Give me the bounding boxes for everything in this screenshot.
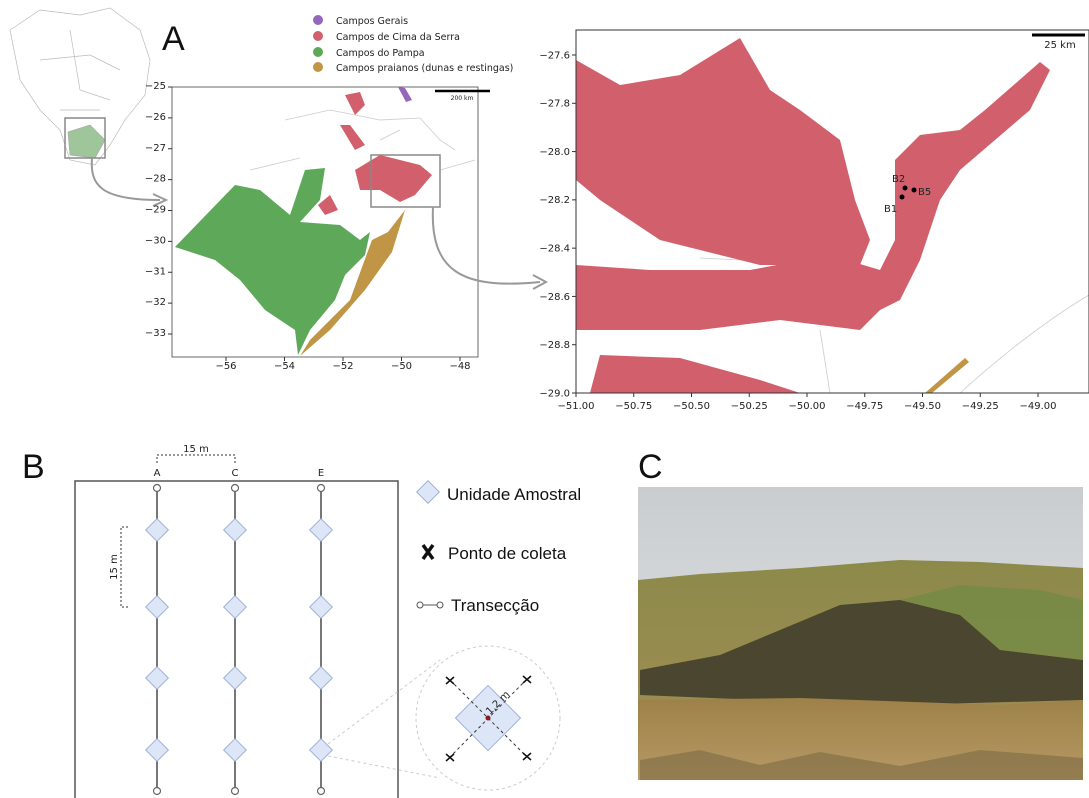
sample-unit (224, 596, 247, 619)
sample-unit (310, 596, 333, 619)
scale-label: 200 km (451, 95, 474, 102)
panel-label: C (638, 448, 663, 486)
x-tick-label: −48 (449, 361, 470, 372)
x-tick-label: −49.75 (846, 401, 883, 412)
scale-label: 25 km (1044, 40, 1075, 51)
x-tick-label: −50 (391, 361, 412, 372)
sample-unit (310, 667, 333, 690)
legend-label: Campos Gerais (336, 16, 408, 27)
site-label: B2 (892, 174, 905, 185)
x-tick-label: −50.75 (615, 401, 652, 412)
site-label: B1 (884, 204, 897, 215)
sample-unit (146, 519, 169, 542)
spacing-label: 15 m (109, 554, 120, 580)
x-tick-label: −51.00 (557, 401, 594, 412)
transect-label: E (318, 468, 324, 479)
x-tick-label: −50.25 (731, 401, 768, 412)
inset-map (10, 8, 166, 206)
x-tick-label: −49.50 (904, 401, 941, 412)
right-map: B2 B5 B1 25 km −27.6 −27.8 −28.0 −28.2 −28.4… (539, 30, 1089, 412)
y-tick-label: −27.8 (539, 99, 570, 110)
legend-label: Campos praianos (dunas e restingas) (336, 63, 513, 74)
y-tick-label: −27.6 (539, 50, 570, 61)
sample-unit (310, 739, 333, 762)
y-tick-label: −31 (145, 266, 166, 277)
sample-unit (310, 519, 333, 542)
x-tick-label: −56 (215, 361, 236, 372)
legend-label: Unidade Amostral (447, 485, 581, 504)
x-tick-label: −49.25 (962, 401, 999, 412)
panel-b: B 15 m 15 m A C E Unidade Amostral Ponto… (22, 444, 581, 798)
x-tick-label: −50.00 (788, 401, 825, 412)
legend-swatch (313, 62, 323, 72)
y-tick-label: −29 (145, 205, 166, 216)
legend: Campos Gerais Campos de Cima da Serra Ca… (313, 15, 513, 74)
legend-swatch (313, 31, 323, 41)
transect-label: C (232, 468, 239, 479)
legend-label: Transecção (451, 596, 539, 615)
y-tick-label: −27 (145, 143, 166, 154)
sample-unit (146, 667, 169, 690)
legend-label: Ponto de coleta (448, 544, 567, 563)
left-map: 200 km −25 −26 −27 −28 −29 −30 −31 −32 −33 −56 −54… (145, 81, 546, 372)
y-tick-label: −28.2 (539, 195, 570, 206)
y-tick-label: −28.0 (539, 147, 570, 158)
transect-end (318, 788, 325, 795)
panel-c: C (638, 448, 1083, 780)
y-tick-label: −33 (145, 328, 166, 339)
x-tick-label: −50.50 (673, 401, 710, 412)
transect-end (232, 788, 239, 795)
site-label: B5 (918, 187, 931, 198)
y-tick-label: −28.8 (539, 340, 570, 351)
sample-unit (224, 519, 247, 542)
x-tick-label: −54 (274, 361, 295, 372)
legend-label: Campos de Cima da Serra (336, 32, 460, 43)
sample-unit (146, 596, 169, 619)
x-tick-label: −52 (332, 361, 353, 372)
y-tick-label: −28.6 (539, 292, 570, 303)
legend-label: Campos do Pampa (336, 48, 425, 59)
transect-end (318, 485, 325, 492)
y-tick-label: −28.4 (539, 243, 570, 254)
transect-end (154, 788, 161, 795)
legend-swatch (313, 15, 323, 25)
transect-end (154, 485, 161, 492)
sample-unit (146, 739, 169, 762)
sample-unit (224, 739, 247, 762)
y-tick-label: −29.0 (539, 388, 570, 399)
transect-label: A (154, 468, 161, 479)
figure: A Campos Gerais Campos de Cima da Serra … (0, 0, 1089, 798)
y-tick-label: −32 (145, 297, 166, 308)
y-tick-label: −28 (145, 174, 166, 185)
panel-label: B (22, 448, 45, 486)
sample-unit (224, 667, 247, 690)
y-tick-label: −25 (145, 81, 166, 92)
transect-end (232, 485, 239, 492)
y-tick-label: −30 (145, 235, 166, 246)
spacing-label: 15 m (183, 444, 209, 455)
x-tick-label: −49.00 (1019, 401, 1056, 412)
y-tick-label: −26 (145, 112, 166, 123)
legend-swatch (313, 47, 323, 57)
panel-label: A (162, 20, 185, 58)
